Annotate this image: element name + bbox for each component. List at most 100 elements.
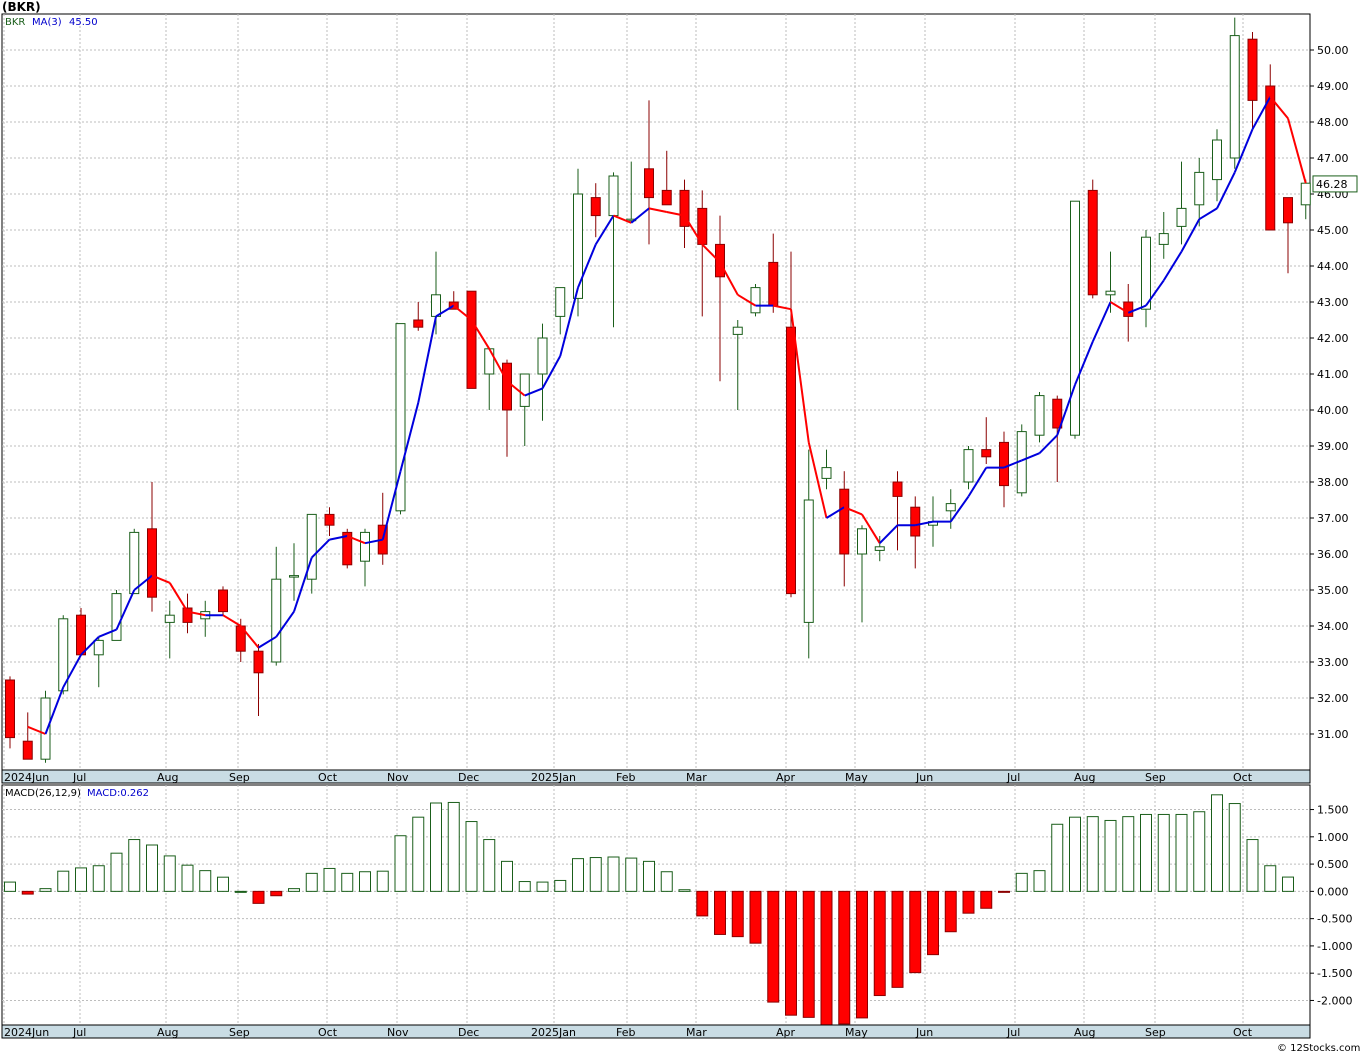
legend-ma-label: MA(3) <box>32 17 62 28</box>
price-x-tick-label: Jul <box>1006 771 1020 784</box>
ma-line-segment <box>1233 128 1254 173</box>
macd-bar-positive <box>376 870 389 892</box>
macd-bar-negative <box>767 890 780 1003</box>
macd-x-tick-label: 2024Jun <box>4 1026 49 1039</box>
ma-line-segment <box>683 215 704 245</box>
ma-line-segment <box>115 589 136 631</box>
candle-up <box>93 639 104 656</box>
macd-bar-positive <box>39 888 52 892</box>
macd-bar-positive <box>234 890 247 893</box>
candle-up <box>129 531 140 595</box>
ma-line-segment <box>613 214 632 224</box>
macd-x-tick-label: Sep <box>1145 1026 1166 1039</box>
ma-line-segment <box>1287 118 1307 184</box>
ma-line-segment <box>1021 452 1040 462</box>
price-y-tick-label: 39.00 <box>1317 440 1349 453</box>
macd-bar-negative <box>21 890 34 895</box>
ma-line-segment <box>98 628 117 638</box>
candle-down <box>253 650 264 674</box>
price-x-tick-label: Jun <box>915 771 933 784</box>
ma-line-segment <box>737 293 757 307</box>
price-x-tick-label: Feb <box>616 771 635 784</box>
candle-down <box>502 362 512 411</box>
ma-line-segment <box>1216 171 1236 209</box>
ma-line-segment <box>1091 301 1112 343</box>
macd-bar-positive <box>572 858 584 892</box>
ma-line-segment <box>719 261 739 296</box>
ma-line-segment <box>168 582 189 613</box>
candle-up <box>306 513 317 580</box>
macd-x-tick-label: Jul <box>1006 1026 1020 1039</box>
price-y-tick-label: 32.00 <box>1317 692 1349 705</box>
macd-bar-negative <box>731 890 744 938</box>
candle-up <box>1141 236 1151 310</box>
chart-title: (BKR) <box>2 0 41 14</box>
candle-up <box>519 373 530 407</box>
macd-bar-negative <box>980 890 993 909</box>
macd-bar-negative <box>856 890 868 1019</box>
ma-line-segment <box>1180 218 1201 253</box>
ma-line-segment <box>559 287 579 357</box>
macd-y-tick-label: 0.000 <box>1317 885 1349 898</box>
price-y-tick-label: 50.00 <box>1317 44 1349 57</box>
macd-bar-positive <box>359 871 371 892</box>
price-y-tick-label: 49.00 <box>1317 80 1349 93</box>
macd-bar-negative <box>820 890 833 1027</box>
candle-down <box>590 197 601 217</box>
macd-bar-positive <box>589 857 602 892</box>
price-y-tick-label: 47.00 <box>1317 152 1349 165</box>
candle-up <box>821 467 832 479</box>
price-x-tick-label: Jul <box>72 771 86 784</box>
ma-line-segment <box>346 535 366 545</box>
macd-y-tick-label: 1.500 <box>1317 804 1349 817</box>
macd-bar-positive <box>1122 816 1135 892</box>
macd-bar-positive <box>1175 813 1188 892</box>
macd-y-tick-label: -1.500 <box>1317 967 1352 980</box>
price-x-tick-label: Nov <box>387 771 409 784</box>
candle-down <box>768 261 779 307</box>
candle-up <box>1300 182 1311 206</box>
macd-bar-positive <box>128 839 141 892</box>
macd-bar-positive <box>643 860 655 892</box>
price-y-tick-label: 41.00 <box>1317 368 1349 381</box>
ma-line-segment <box>435 304 455 318</box>
candle-down <box>324 513 335 526</box>
candle-up <box>111 593 122 641</box>
ma-line-segment <box>594 215 615 245</box>
macd-bar-positive <box>447 801 460 892</box>
macd-bar-positive <box>1033 870 1046 892</box>
candle-up <box>1212 139 1222 181</box>
candle-down <box>679 189 690 227</box>
price-x-tick-label: Sep <box>229 771 250 784</box>
candle-down <box>466 290 477 389</box>
candle-down <box>1247 38 1258 101</box>
price-x-tick-label: Aug <box>1074 771 1095 784</box>
ma-line-segment <box>488 348 508 382</box>
ma-line-segment <box>825 506 845 519</box>
price-x-tick-label: Sep <box>1145 771 1166 784</box>
price-y-tick-label: 44.00 <box>1317 260 1349 273</box>
ma-line-segment <box>329 535 348 541</box>
candle-down <box>218 589 228 613</box>
macd-bar-positive <box>75 867 87 892</box>
candle-up <box>40 697 51 760</box>
ma-line-segment <box>915 520 934 527</box>
macd-x-tick-label: Aug <box>157 1026 178 1039</box>
candle-up <box>1070 200 1080 436</box>
macd-bar-positive <box>1193 811 1206 892</box>
macd-bar-negative <box>927 890 939 956</box>
macd-y-tick-label: 0.500 <box>1317 858 1349 871</box>
candle-down <box>413 319 424 328</box>
candle-up <box>431 294 441 317</box>
macd-bar-positive <box>1157 813 1170 892</box>
macd-x-tick-label: May <box>845 1026 868 1039</box>
macd-x-tick-label: Jul <box>72 1026 86 1039</box>
ma-line-segment <box>239 625 260 649</box>
price-y-tick-label: 42.00 <box>1317 332 1349 345</box>
macd-bar-positive <box>518 881 531 892</box>
macd-x-tick-label: Nov <box>387 1026 409 1039</box>
legend-ma-value: 45.50 <box>69 17 98 28</box>
ma-line-segment <box>1251 96 1272 130</box>
candle-down <box>839 488 850 555</box>
macd-x-tick-label: Jun <box>915 1026 933 1039</box>
